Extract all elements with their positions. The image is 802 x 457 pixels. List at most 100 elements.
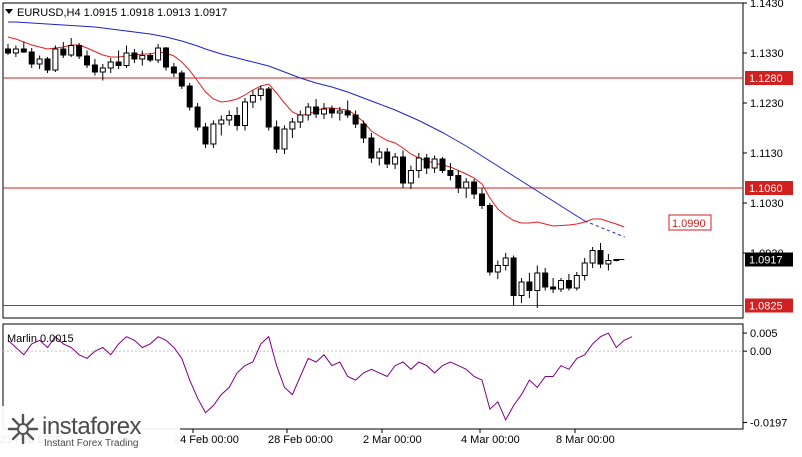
candle[interactable] — [486, 203, 493, 276]
candle[interactable] — [12, 45, 19, 58]
indicator-tick-label: 0.00 — [750, 346, 771, 358]
candle[interactable] — [194, 103, 201, 131]
candle[interactable] — [107, 58, 114, 73]
candle[interactable] — [518, 278, 525, 303]
candle[interactable] — [234, 107, 241, 131]
candle-body — [107, 61, 114, 69]
candle[interactable] — [526, 273, 533, 298]
candle[interactable] — [99, 64, 106, 81]
candle[interactable] — [139, 50, 146, 66]
candle[interactable] — [84, 50, 90, 69]
candle[interactable] — [336, 107, 343, 121]
candle[interactable] — [249, 90, 256, 109]
candle[interactable] — [439, 157, 446, 173]
candle[interactable] — [573, 272, 580, 291]
candle[interactable] — [368, 133, 375, 163]
candle[interactable] — [360, 120, 367, 144]
candle[interactable] — [352, 110, 359, 129]
candle[interactable] — [376, 148, 383, 166]
candle[interactable] — [565, 274, 572, 291]
candle[interactable] — [392, 153, 399, 169]
candle[interactable] — [431, 155, 438, 174]
candle[interactable] — [210, 120, 217, 149]
candle-body — [486, 205, 493, 273]
candle[interactable] — [52, 45, 59, 73]
candle[interactable] — [123, 45, 130, 69]
candle-body — [202, 126, 209, 145]
candle[interactable] — [328, 105, 335, 119]
candle[interactable] — [550, 278, 557, 293]
candle[interactable] — [597, 243, 604, 268]
candle[interactable] — [384, 148, 391, 168]
candle-body — [407, 170, 414, 184]
candle[interactable] — [226, 110, 233, 126]
indicator-tick-label: -0.0197 — [750, 417, 787, 429]
candle-body — [147, 55, 154, 61]
candle[interactable] — [415, 153, 422, 178]
candle-body — [139, 55, 146, 60]
target-label: 1.0990 — [672, 218, 706, 230]
candle[interactable] — [202, 123, 209, 148]
candle[interactable] — [163, 47, 169, 71]
candle[interactable] — [558, 278, 564, 292]
candle[interactable] — [321, 103, 327, 119]
candle[interactable] — [170, 63, 177, 77]
candle[interactable] — [297, 110, 304, 129]
candle[interactable] — [76, 43, 83, 59]
candle[interactable] — [257, 85, 264, 101]
candle[interactable] — [68, 38, 75, 57]
time-tick-label: 28 Feb 00:00 — [268, 434, 333, 446]
candle[interactable] — [60, 42, 67, 58]
candle[interactable] — [91, 59, 98, 76]
candle[interactable] — [542, 268, 549, 291]
candle[interactable] — [28, 48, 35, 68]
candle-body — [281, 128, 288, 150]
candle[interactable] — [589, 247, 596, 268]
candle[interactable] — [178, 70, 185, 90]
candle[interactable] — [289, 118, 296, 138]
candle[interactable] — [5, 44, 11, 55]
candle[interactable] — [273, 120, 280, 154]
candle[interactable] — [218, 115, 225, 136]
instaforex-logo: instaforex Instant Forex Trading — [0, 406, 180, 452]
candle[interactable] — [115, 50, 122, 70]
logo-tagline: Instant Forex Trading — [44, 438, 139, 449]
candle[interactable] — [305, 103, 312, 121]
candle[interactable] — [313, 99, 320, 118]
candle[interactable] — [20, 42, 27, 53]
candle[interactable] — [463, 178, 470, 198]
candle[interactable] — [265, 87, 272, 131]
candle[interactable] — [186, 83, 193, 111]
candle[interactable] — [479, 188, 485, 209]
candle[interactable] — [44, 57, 51, 73]
candle-body — [234, 115, 241, 126]
candle[interactable] — [605, 254, 612, 271]
candle[interactable] — [407, 165, 414, 190]
main-plot-area[interactable] — [2, 2, 744, 319]
candle[interactable] — [242, 98, 248, 131]
candle[interactable] — [447, 163, 454, 181]
candle-body — [581, 262, 588, 276]
candle[interactable] — [281, 125, 288, 155]
target-box[interactable] — [668, 214, 712, 231]
candle-body — [589, 250, 596, 264]
candle[interactable] — [423, 154, 430, 174]
candle[interactable] — [147, 53, 154, 62]
candle[interactable] — [344, 100, 351, 119]
candle[interactable] — [581, 258, 588, 281]
candle[interactable] — [455, 170, 462, 194]
candle[interactable] — [36, 55, 43, 70]
candle[interactable] — [155, 44, 162, 63]
candle[interactable] — [400, 150, 406, 189]
candle[interactable] — [131, 49, 138, 63]
candle[interactable] — [471, 179, 478, 199]
candle[interactable] — [534, 265, 541, 309]
candle[interactable] — [510, 255, 517, 306]
candle-body — [455, 175, 462, 189]
candle[interactable] — [502, 253, 509, 271]
price-tick-label: 1.1130 — [750, 148, 783, 160]
candle[interactable] — [494, 260, 501, 280]
dropdown-arrow-icon[interactable] — [5, 9, 13, 14]
